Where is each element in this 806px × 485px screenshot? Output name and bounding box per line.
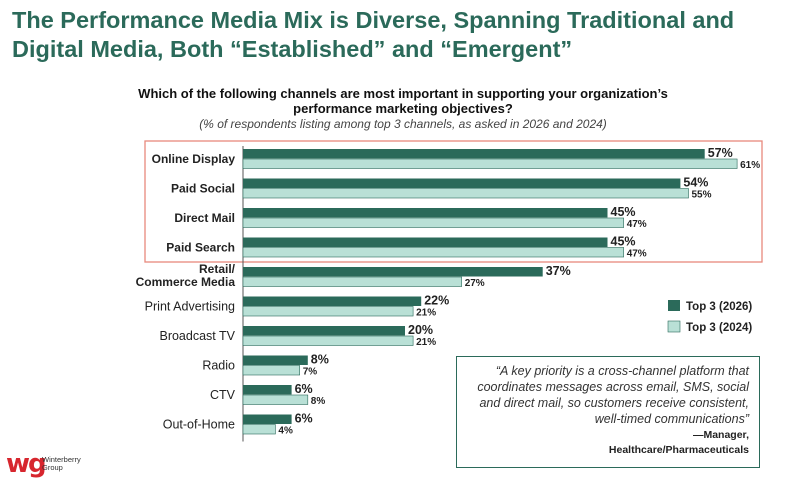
data-label-2024-direct-mail: 47% bbox=[627, 219, 647, 230]
data-label-2026-paid-social: 54% bbox=[683, 176, 708, 190]
logo-text: Winterberry Group bbox=[42, 456, 102, 472]
category-label-paid-search: Paid Search bbox=[166, 241, 235, 255]
category-label-out-of-home: Out-of-Home bbox=[163, 418, 235, 432]
category-label-online-display: Online Display bbox=[152, 152, 236, 166]
bar-2024-paid-search bbox=[242, 247, 625, 258]
category-label-direct-mail: Direct Mail bbox=[174, 211, 235, 225]
bar-2024-direct-mail bbox=[242, 217, 625, 228]
data-label-2026-print-advertising: 22% bbox=[424, 294, 449, 308]
bar-2026-direct-mail bbox=[243, 208, 608, 218]
data-label-2026-paid-search: 45% bbox=[611, 235, 636, 249]
quote-attribution-industry: Healthcare/Pharmaceuticals bbox=[608, 444, 749, 456]
data-label-2024-out-of-home: 4% bbox=[278, 426, 293, 437]
bar-2026-retail-commerce-media bbox=[243, 267, 543, 277]
data-label-2026-direct-mail: 45% bbox=[611, 205, 636, 219]
data-label-2024-radio: 7% bbox=[303, 367, 318, 378]
bar-2026-radio bbox=[243, 355, 308, 365]
data-label-2024-paid-social: 55% bbox=[692, 190, 712, 201]
bar-2026-ctv bbox=[243, 385, 292, 395]
data-label-2024-paid-search: 47% bbox=[627, 249, 647, 260]
logo-mark: wg bbox=[6, 449, 47, 479]
data-label-2026-ctv: 6% bbox=[295, 382, 313, 396]
page-title: The Performance Media Mix is Diverse, Sp… bbox=[12, 7, 735, 62]
bar-2024-online-display bbox=[242, 158, 738, 169]
bar-2026-print-advertising bbox=[243, 296, 422, 306]
data-label-2024-online-display: 61% bbox=[740, 160, 760, 171]
logo-line-2: Group bbox=[42, 463, 63, 472]
data-label-2024-retail-commerce-media: 27% bbox=[465, 278, 485, 289]
data-label-2024-broadcast-tv: 21% bbox=[416, 337, 436, 348]
bar-2026-paid-social bbox=[243, 178, 681, 188]
category-label-print-advertising: Print Advertising bbox=[145, 300, 235, 314]
bar-2026-out-of-home bbox=[243, 414, 292, 424]
bar-2026-online-display bbox=[243, 149, 705, 159]
category-label-retail-commerce-media: Retail/Commerce Media bbox=[136, 262, 236, 289]
quote-attribution-role: —Manager, bbox=[692, 429, 749, 441]
category-label-broadcast-tv: Broadcast TV bbox=[159, 329, 235, 343]
data-label-2026-out-of-home: 6% bbox=[295, 412, 313, 426]
bar-2024-radio bbox=[242, 365, 301, 376]
data-label-2026-broadcast-tv: 20% bbox=[408, 323, 433, 337]
data-label-2024-ctv: 8% bbox=[311, 396, 326, 407]
bar-2026-paid-search bbox=[243, 237, 608, 247]
data-label-2024-print-advertising: 21% bbox=[416, 308, 436, 319]
bar-2024-broadcast-tv bbox=[242, 335, 414, 346]
legend-swatch-2026 bbox=[668, 300, 680, 311]
survey-question: Which of the following channels are most… bbox=[138, 86, 668, 116]
category-label-radio: Radio bbox=[202, 359, 235, 373]
highlight-box bbox=[144, 140, 763, 263]
bar-2024-retail-commerce-media bbox=[242, 276, 462, 287]
bar-2024-ctv bbox=[242, 394, 309, 405]
quote-box: “A key priority is a cross-channel platf… bbox=[456, 356, 760, 468]
data-label-2026-retail-commerce-media: 37% bbox=[546, 264, 571, 278]
quote-text: “A key priority is a cross-channel platf… bbox=[477, 364, 749, 426]
data-label-2026-online-display: 57% bbox=[708, 146, 733, 160]
winterberry-logo: wg Winterberry Group bbox=[6, 450, 126, 482]
legend-label-2024: Top 3 (2024) bbox=[686, 322, 752, 334]
bar-2024-print-advertising bbox=[242, 306, 414, 317]
bar-2026-broadcast-tv bbox=[243, 326, 405, 336]
survey-subnote: (% of respondents listing among top 3 ch… bbox=[199, 117, 607, 131]
legend-label-2026: Top 3 (2026) bbox=[686, 301, 752, 313]
bar-2024-out-of-home bbox=[242, 424, 276, 435]
bar-2024-paid-social bbox=[242, 188, 689, 199]
legend-swatch-2024 bbox=[667, 320, 681, 333]
category-label-paid-social: Paid Social bbox=[171, 182, 235, 196]
logo-line-1: Winterberry bbox=[42, 455, 81, 464]
category-label-ctv: CTV bbox=[210, 388, 236, 402]
data-label-2026-radio: 8% bbox=[311, 353, 329, 367]
